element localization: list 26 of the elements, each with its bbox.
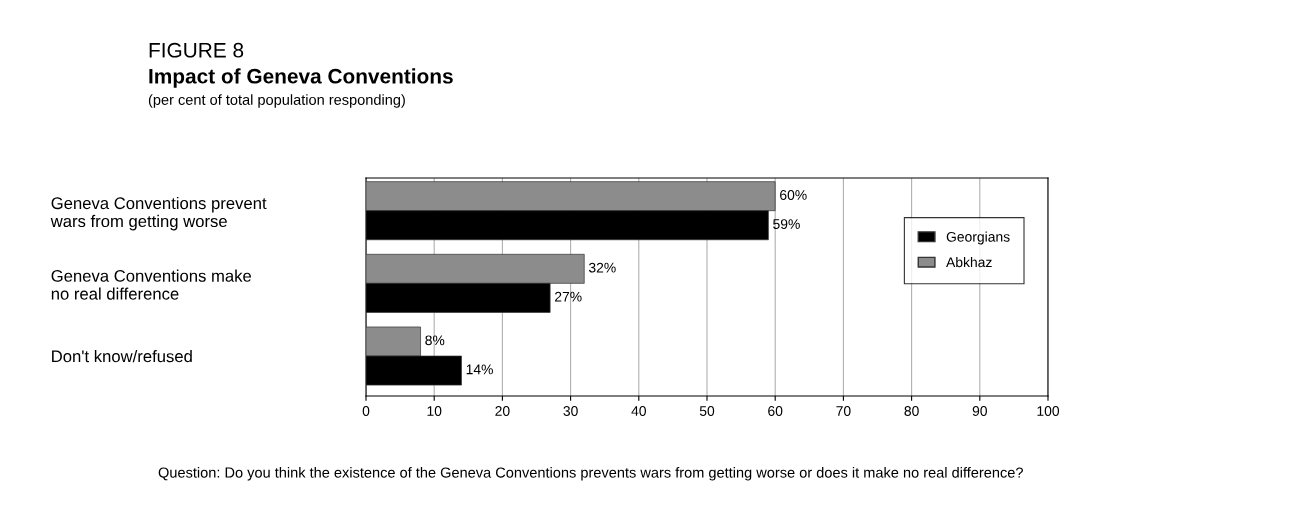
y-tick-label: Don't know/refused: [52, 349, 192, 363]
x-tick-label: 80: [904, 406, 919, 416]
x-tick-label: 30: [563, 406, 578, 416]
text: Question: Do you think the existence of the Geneva Conventions prevents wars from getting worse or does it make no real difference?: [158, 467, 1023, 481]
x-tick-label: 90: [972, 406, 987, 416]
data-label: 27%: [555, 291, 582, 302]
x-tick-label: 100: [1037, 406, 1060, 416]
x-tick-label: 50: [699, 406, 715, 416]
x-tick-label: 20: [495, 406, 510, 416]
x-tick-label: 10: [427, 406, 442, 416]
data-label: 14%: [466, 364, 493, 375]
x-tick-label: 70: [836, 406, 851, 416]
x-tick-label: 60: [768, 406, 783, 416]
y-tick-label: Geneva Conventions prevent wars from getting worse: [50, 196, 267, 231]
chart-title: Impact of Geneva Conventions: [149, 68, 453, 88]
x-tick-label: 40: [631, 406, 646, 416]
data-label: 8%: [425, 335, 445, 346]
x-tick-label: 0: [362, 406, 370, 416]
data-label: 32%: [588, 262, 616, 273]
chart-subtitle: (per cent of total population responding): [148, 94, 405, 108]
data-label: 60%: [780, 190, 807, 200]
y-tick-label: Geneva Conventions make no real difference: [51, 269, 252, 300]
legend-label: Abkhaz: [946, 256, 992, 268]
legend-label: Georgians: [946, 231, 1010, 245]
data-label: 59%: [773, 219, 800, 229]
caption: FIGURE 8: [149, 42, 244, 58]
